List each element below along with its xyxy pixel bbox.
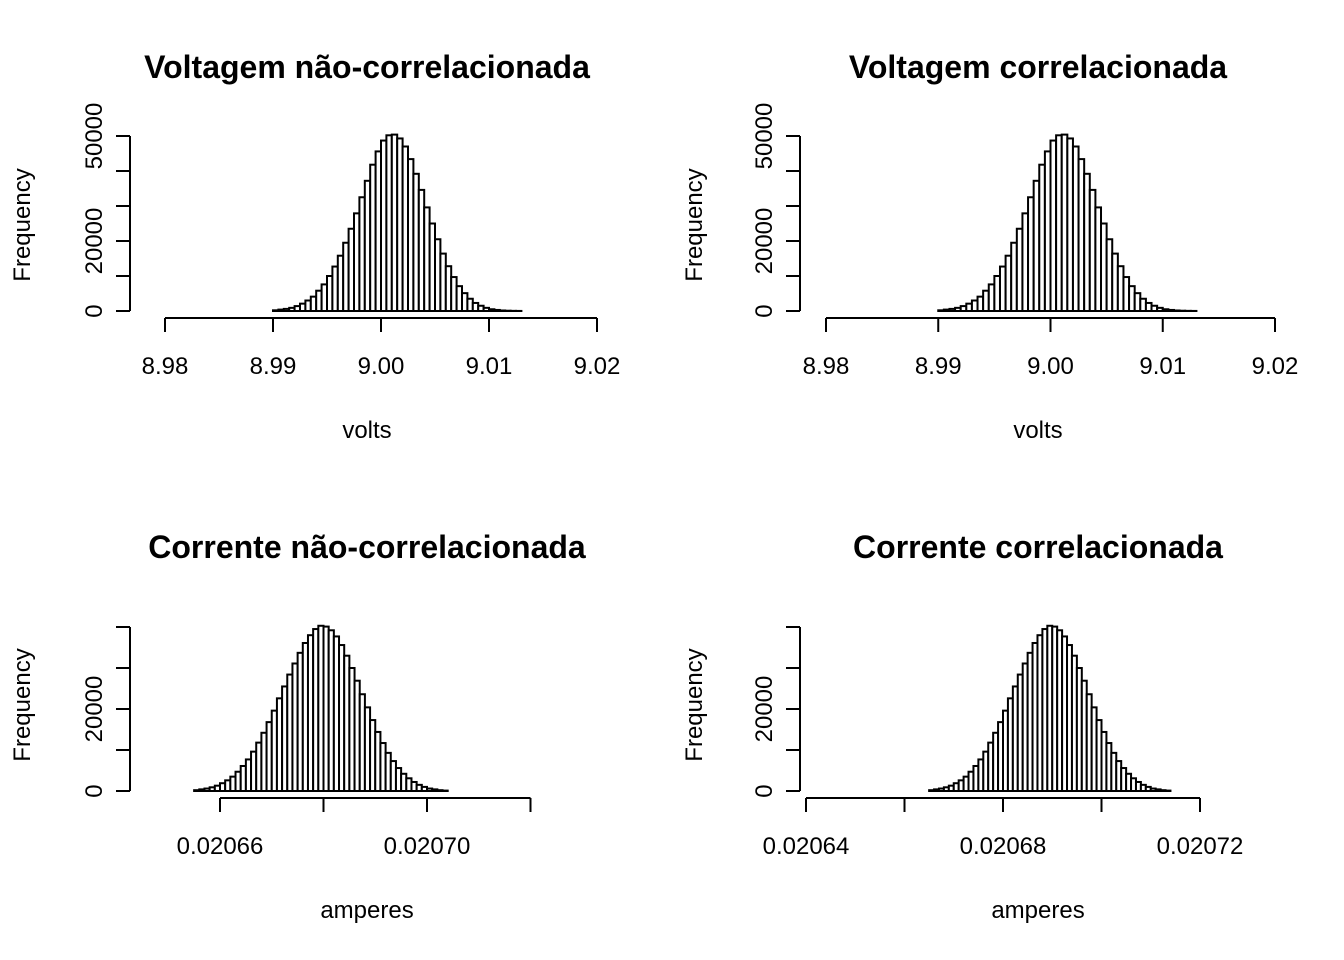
histogram-bars: [928, 624, 1172, 793]
y-tick-label: 50000: [751, 103, 778, 170]
y-tick-label: 20000: [81, 208, 108, 275]
y-tick-label: 20000: [751, 676, 778, 743]
y-axis: 0 20000 50000: [751, 103, 801, 318]
histogram-bars: [937, 133, 1198, 313]
x-tick-label: 9.02: [574, 353, 621, 380]
y-axis-label: Frequency: [9, 648, 36, 761]
x-tick-label: 0.02066: [177, 833, 264, 860]
x-tick-label: 8.99: [250, 353, 297, 380]
x-tick-label: 8.98: [803, 353, 850, 380]
y-axis-label: Frequency: [681, 648, 708, 761]
x-tick-label: 0.02072: [1157, 833, 1244, 860]
y-tick-label: 0: [751, 784, 778, 797]
x-tick-label: 9.02: [1252, 353, 1299, 380]
x-tick-label: 8.98: [142, 353, 189, 380]
histogram-bars: [193, 624, 449, 793]
y-tick-label: 50000: [81, 103, 108, 170]
chart-title: Voltagem correlacionada: [849, 49, 1227, 85]
y-axis: 0 20000 50000: [81, 103, 131, 318]
x-axis-label: volts: [342, 417, 391, 444]
y-axis-label: Frequency: [9, 168, 36, 281]
x-axis: 8.98 8.99 9.00 9.01 9.02: [142, 317, 621, 380]
x-tick-label: 0.02068: [960, 833, 1047, 860]
y-tick-label: 0: [81, 784, 108, 797]
histogram-panel-1: Voltagem não-correlacionada 0 20000 50000 8.…: [9, 49, 620, 444]
x-axis-label: amperes: [320, 897, 413, 924]
x-axis: 0.02064 0.02068 0.02072: [763, 797, 1244, 860]
y-tick-label: 20000: [81, 676, 108, 743]
y-axis: 0 20000: [81, 626, 131, 798]
y-axis: 0 20000: [751, 626, 801, 798]
y-tick-label: 0: [751, 304, 778, 317]
x-tick-label: 0.02070: [384, 833, 471, 860]
x-axis: 8.98 8.99 9.00 9.01 9.02: [803, 317, 1299, 380]
x-tick-label: 8.99: [915, 353, 962, 380]
chart-title: Corrente correlacionada: [853, 529, 1223, 565]
chart-title: Voltagem não-correlacionada: [144, 49, 590, 85]
x-axis-label: amperes: [991, 897, 1084, 924]
x-tick-label: 0.02064: [763, 833, 850, 860]
x-tick-label: 9.01: [1139, 353, 1186, 380]
chart-title: Corrente não-correlacionada: [148, 529, 586, 565]
y-tick-label: 0: [81, 304, 108, 317]
histogram-bars: [272, 133, 523, 313]
x-tick-label: 9.01: [466, 353, 513, 380]
x-axis: 0.02066 0.02070: [177, 797, 532, 860]
x-tick-label: 9.00: [1027, 353, 1074, 380]
x-axis-label: volts: [1013, 417, 1062, 444]
y-tick-label: 20000: [751, 208, 778, 275]
histogram-panel-3: Corrente não-correlacionada 0 20000 0.02066…: [9, 529, 586, 924]
x-tick-label: 9.00: [358, 353, 405, 380]
y-axis-label: Frequency: [681, 168, 708, 281]
